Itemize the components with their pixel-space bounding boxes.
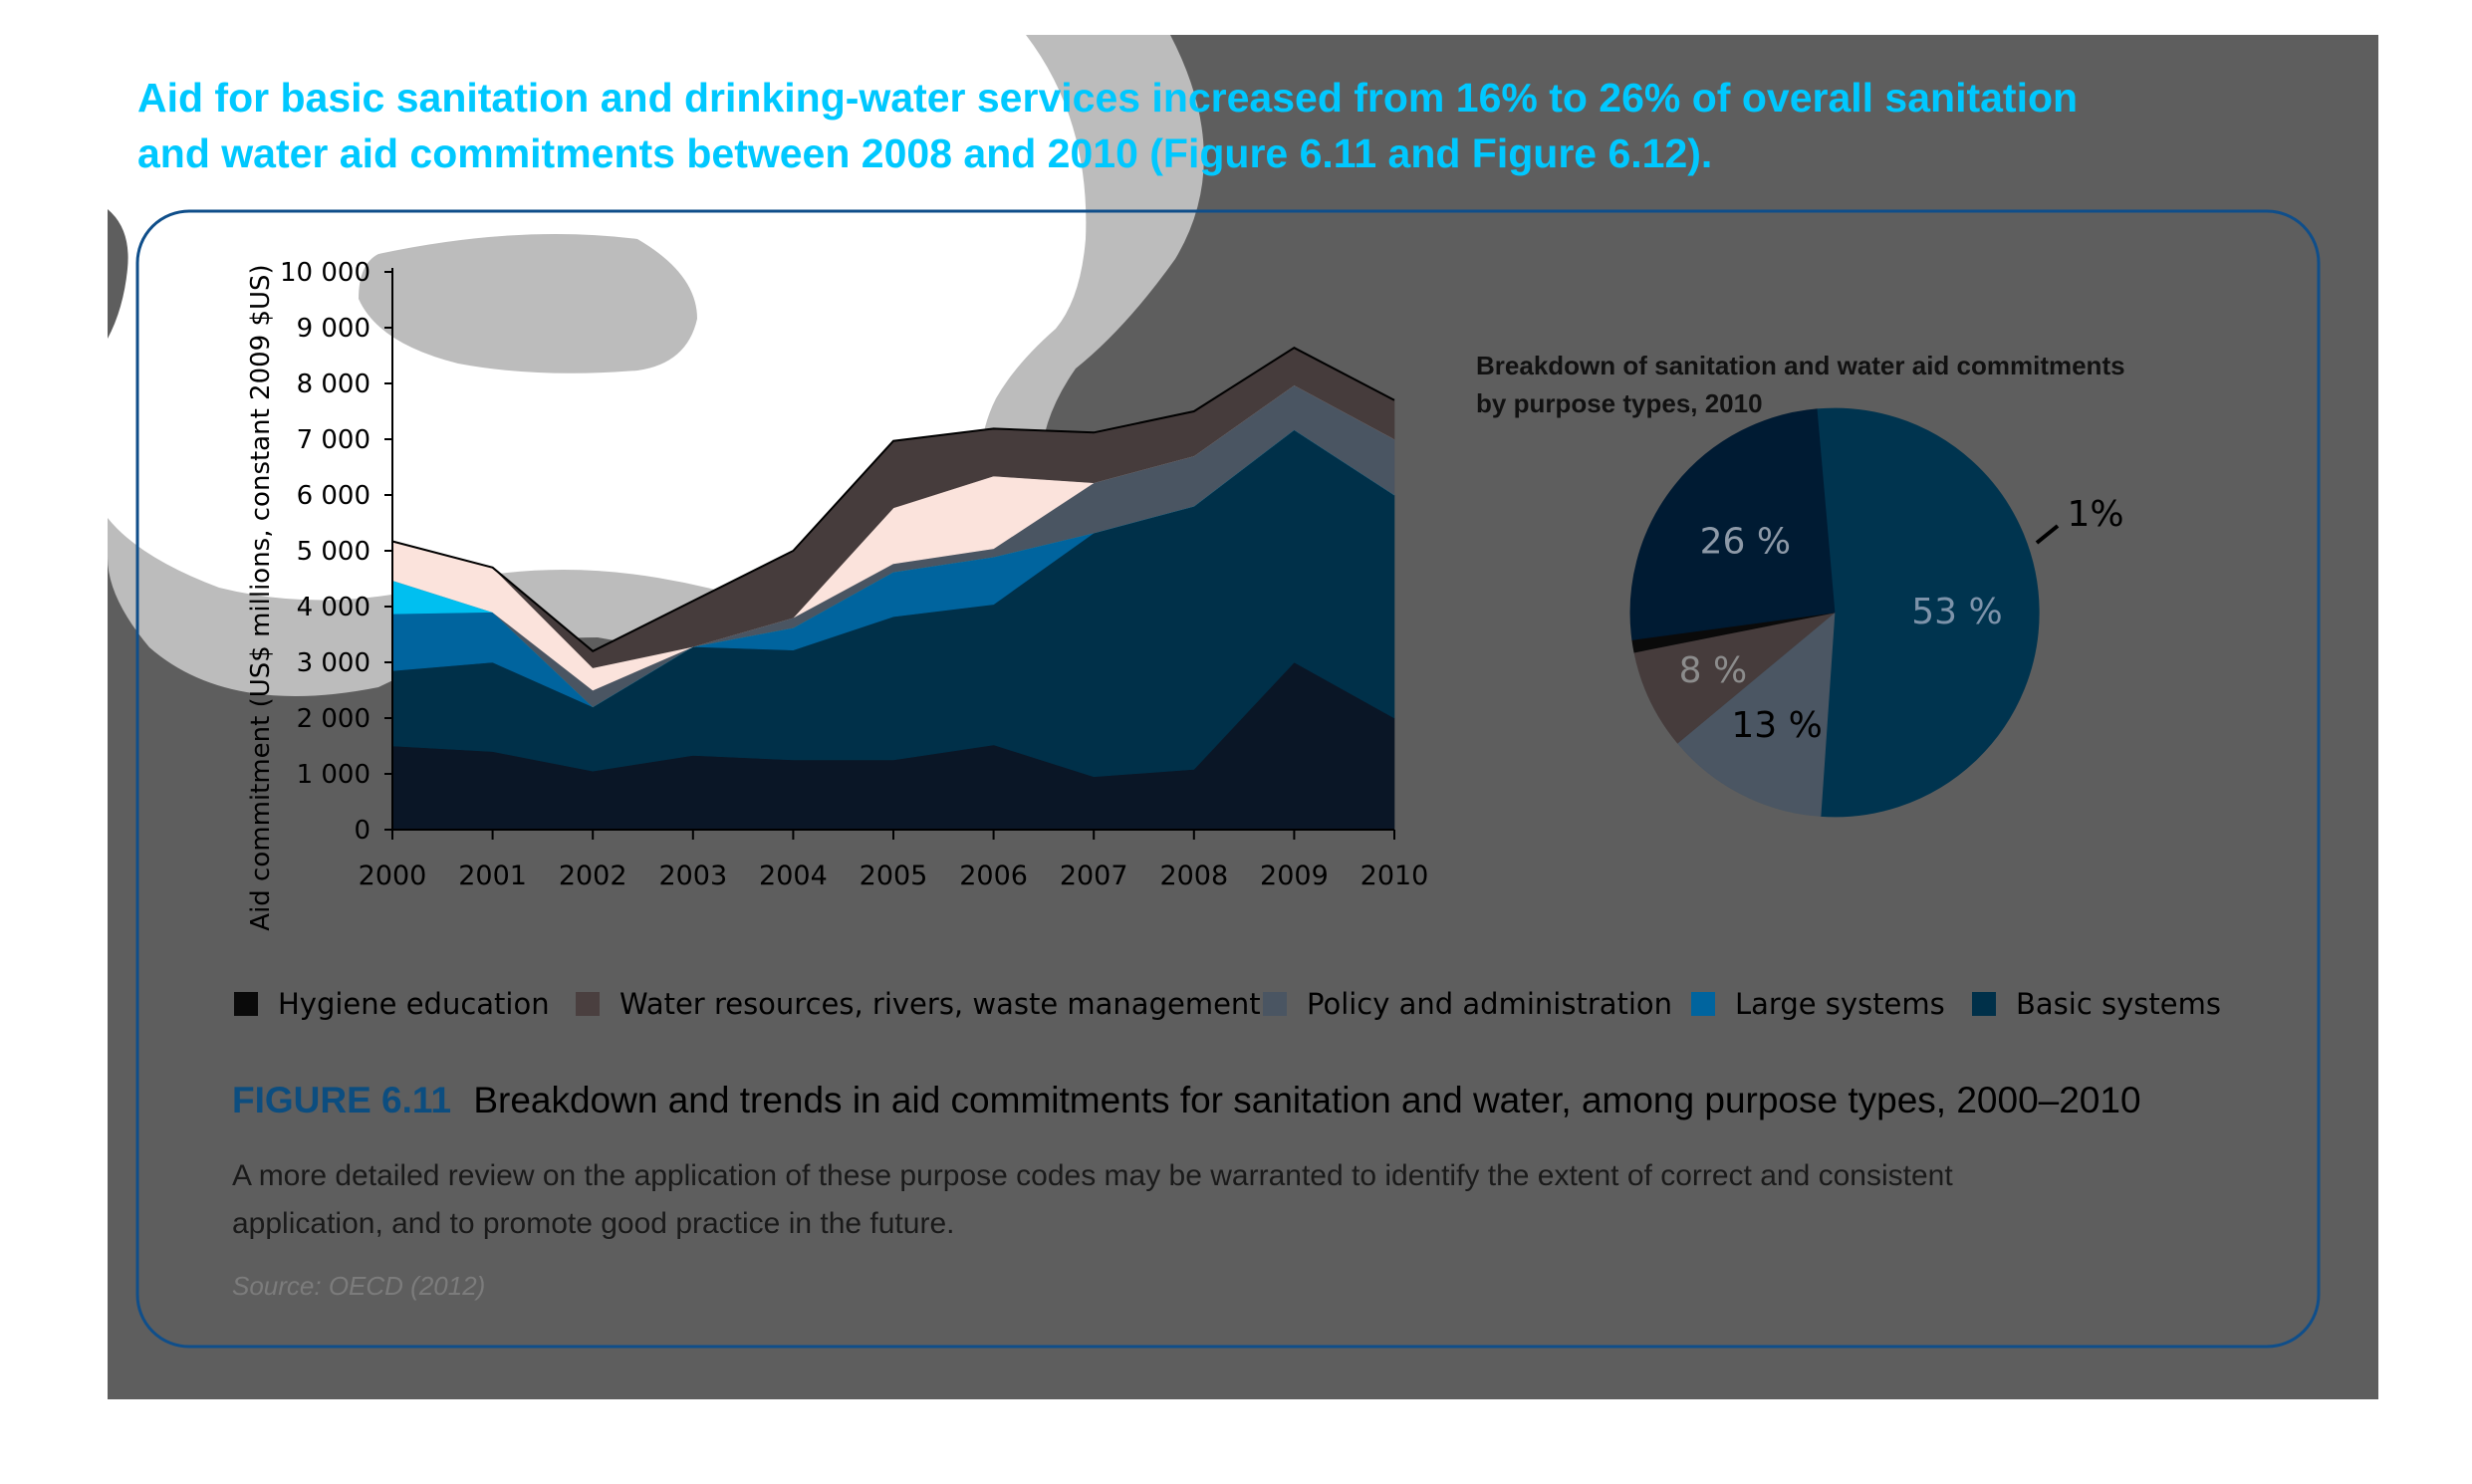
- x-tick-label: 2001: [458, 861, 527, 891]
- x-tick-label: 2005: [860, 861, 928, 891]
- figure-note-line-1: A more detailed review on the applicatio…: [232, 1159, 1953, 1192]
- legend-swatch: [576, 992, 600, 1016]
- legend-item: Water resources, rivers, waste managemen…: [576, 987, 1261, 1021]
- legend-swatch: [1972, 992, 1996, 1016]
- x-tick-label: 2006: [959, 861, 1028, 891]
- figure-number: FIGURE 6.11: [232, 1080, 451, 1120]
- figure-caption: FIGURE 6.11 Breakdown and trends in aid …: [232, 1080, 2141, 1120]
- figure-title: Breakdown and trends in aid commitments …: [473, 1080, 2140, 1120]
- y-tick-label: 1 000: [297, 760, 371, 790]
- y-tick-label: 8 000: [297, 370, 371, 399]
- pie-slice: [1629, 408, 1836, 640]
- legend-swatch: [1263, 992, 1287, 1016]
- area-chart: 0 1 000 2 000 3 000 4 000 5 000 6 000 7 000 8 00…: [246, 258, 1428, 931]
- y-tick-label: 6 000: [297, 481, 371, 511]
- figure-note-line-2: application, and to promote good practic…: [232, 1207, 954, 1240]
- pie-slice-label: 26 %: [1700, 521, 1791, 562]
- pie-title-line-2: by purpose types, 2010: [1476, 388, 1763, 418]
- x-axis-ticks: 2000 2001 2002 2003 2004 2005 2006 2007 2008 2009…: [359, 830, 1429, 891]
- pie-slice-label: 1%: [2067, 494, 2123, 535]
- intro-line-1: Aid for basic sanitation and drinking-wa…: [137, 75, 2078, 121]
- pie-chart: Breakdown of sanitation and water aid co…: [1476, 351, 2125, 818]
- pie-labels: 53 % 13 % 8 % 1% 26 %: [1679, 494, 2124, 746]
- x-tick-label: 2010: [1360, 861, 1429, 891]
- pie-slice: [1633, 612, 1836, 744]
- figure-frame: [135, 209, 2321, 1349]
- pie-slice-label: 8 %: [1679, 650, 1748, 691]
- legend-swatch: [234, 992, 258, 1016]
- area-top-outline: [391, 347, 1395, 652]
- legend-item: Large systems: [1691, 987, 1945, 1021]
- legend-item: Policy and administration: [1263, 987, 1672, 1021]
- legend-item: Basic systems: [1972, 987, 2221, 1021]
- legend-label: Basic systems: [2016, 987, 2221, 1021]
- intro-line-2: and water aid commitments between 2008 a…: [137, 130, 1712, 176]
- y-tick-label: 10 000: [280, 258, 371, 288]
- x-tick-label: 2008: [1159, 861, 1228, 891]
- y-tick-label: 0: [354, 816, 371, 846]
- legend-label: Policy and administration: [1307, 987, 1672, 1021]
- y-tick-label: 5 000: [297, 537, 371, 567]
- pie-slice: [1676, 612, 1836, 817]
- y-tick-label: 9 000: [297, 314, 371, 344]
- pie-title-line-1: Breakdown of sanitation and water aid co…: [1476, 351, 2125, 380]
- y-tick-label: 2 000: [297, 704, 371, 734]
- legend-swatch: [1691, 992, 1715, 1016]
- pie-leader-line: [2035, 524, 2060, 545]
- dark-edge-sliver: [108, 209, 128, 339]
- pie-slice: [1816, 407, 2040, 818]
- legend-label: Water resources, rivers, waste managemen…: [619, 987, 1261, 1021]
- x-tick-label: 2009: [1260, 861, 1329, 891]
- legend-item: Hygiene education: [234, 987, 550, 1021]
- y-axis-label: Aid commitment (US$ millions, constant 2…: [246, 264, 276, 930]
- y-axis-ticks: 0 1 000 2 000 3 000 4 000 5 000 6 000 7 000 8 00…: [280, 258, 392, 846]
- pie-slices: [1629, 407, 2040, 818]
- legend-label: Hygiene education: [278, 987, 550, 1021]
- y-tick-label: 4 000: [297, 593, 371, 622]
- x-tick-label: 2000: [359, 861, 427, 891]
- y-tick-label: 7 000: [297, 425, 371, 455]
- area-layers: [391, 347, 1395, 831]
- legend: Hygiene education Water resources, rivers…: [234, 987, 2221, 1021]
- x-tick-label: 2002: [559, 861, 627, 891]
- y-tick-label: 3 000: [297, 648, 371, 678]
- grey-overlay-patch: [359, 234, 697, 373]
- x-tick-label: 2004: [759, 861, 828, 891]
- x-tick-label: 2003: [658, 861, 727, 891]
- legend-label: Large systems: [1735, 987, 1945, 1021]
- pie-slice-label: 13 %: [1731, 705, 1822, 746]
- pie-slice-label: 53 %: [1911, 592, 2002, 632]
- x-tick-label: 2007: [1060, 861, 1128, 891]
- figure-source: Source: OECD (2012): [232, 1271, 485, 1301]
